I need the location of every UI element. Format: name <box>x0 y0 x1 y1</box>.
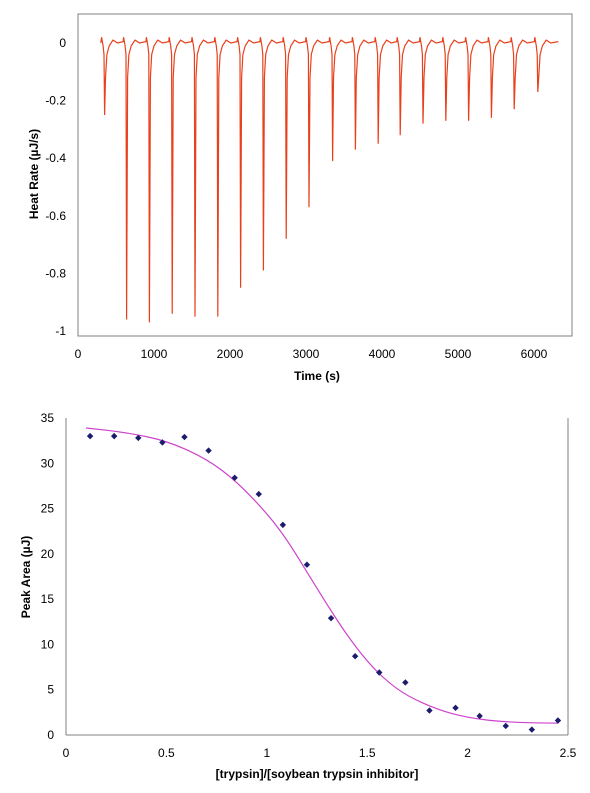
bottom-x-tick-label: 0 <box>63 746 70 760</box>
top-x-tick-label: 0 <box>75 347 82 361</box>
bottom-y-tick-label: 30 <box>41 456 55 470</box>
data-point <box>86 432 94 440</box>
bottom-y-tick-label: 20 <box>41 547 55 561</box>
bottom-y-tick-label: 25 <box>41 502 55 516</box>
top-y-ticks: 0 -0.2 -0.4 -0.6 -0.8 -1 <box>45 36 66 338</box>
data-point <box>231 474 238 481</box>
bottom-x-axis-label: [trypsin]/[soybean trypsin inhibitor] <box>216 767 419 781</box>
data-point <box>476 712 483 720</box>
data-point <box>351 653 359 660</box>
data-point <box>376 669 383 676</box>
bottom-x-ticks: 0 0.5 1 1.5 2 2.5 <box>63 746 577 760</box>
top-x-axis-label: Time (s) <box>294 369 340 383</box>
data-point <box>528 726 536 733</box>
top-x-tick-label: 5000 <box>445 347 472 361</box>
data-point <box>426 707 433 714</box>
data-point <box>181 433 188 441</box>
bottom-x-tick-label: 1 <box>263 746 270 760</box>
top-x-tick-label: 1000 <box>141 347 168 361</box>
data-point <box>554 717 562 724</box>
peak-area-chart: 0 5 10 15 20 25 30 35 0 0.5 1 1.5 2 2.5 [trypsin]/[s… <box>19 411 577 781</box>
data-point <box>159 439 166 446</box>
bottom-x-tick-label: 0.5 <box>158 746 175 760</box>
top-x-tick-label: 4000 <box>369 347 396 361</box>
bottom-y-tick-label: 35 <box>41 411 55 425</box>
top-x-ticks: 0 1000 2000 3000 4000 5000 6000 <box>75 347 548 361</box>
top-y-tick-label: -1 <box>55 324 66 338</box>
top-y-tick-label: -0.4 <box>45 151 66 165</box>
data-points <box>86 432 562 733</box>
top-y-tick-label: -0.8 <box>45 266 66 280</box>
sigmoid-fit-curve <box>86 427 559 724</box>
top-plot-frame <box>77 13 573 337</box>
bottom-y-tick-label: 0 <box>47 728 54 742</box>
bottom-y-axis-label: Peak Area (µJ) <box>19 536 33 619</box>
bottom-y-tick-label: 5 <box>47 683 54 697</box>
top-y-tick-label: -0.6 <box>45 209 66 223</box>
bottom-x-tick-label: 2.5 <box>560 746 577 760</box>
data-point <box>402 679 409 686</box>
data-point <box>255 490 262 498</box>
heat-rate-trace <box>100 37 559 323</box>
heat-rate-chart: 0 -0.2 -0.4 -0.6 -0.8 -1 0 1000 2000 3000 4000 500… <box>27 13 573 383</box>
data-point <box>135 434 142 442</box>
top-x-tick-label: 2000 <box>217 347 244 361</box>
data-point <box>110 432 118 440</box>
bottom-y-tick-label: 10 <box>41 637 55 651</box>
top-x-tick-label: 3000 <box>293 347 320 361</box>
data-point <box>327 614 335 622</box>
data-point <box>303 561 311 568</box>
top-y-tick-label: -0.2 <box>45 94 66 108</box>
data-point <box>205 447 212 454</box>
bottom-y-ticks: 0 5 10 15 20 25 30 35 <box>41 411 55 742</box>
bottom-y-tick-label: 15 <box>41 592 55 606</box>
top-y-tick-label: 0 <box>59 36 66 50</box>
bottom-x-tick-label: 2 <box>464 746 471 760</box>
data-point <box>502 722 509 730</box>
data-point <box>279 521 287 529</box>
data-point <box>452 704 459 712</box>
top-x-tick-label: 6000 <box>521 347 548 361</box>
bottom-x-tick-label: 1.5 <box>359 746 376 760</box>
top-y-axis-label: Heat Rate (µJ/s) <box>27 129 41 219</box>
